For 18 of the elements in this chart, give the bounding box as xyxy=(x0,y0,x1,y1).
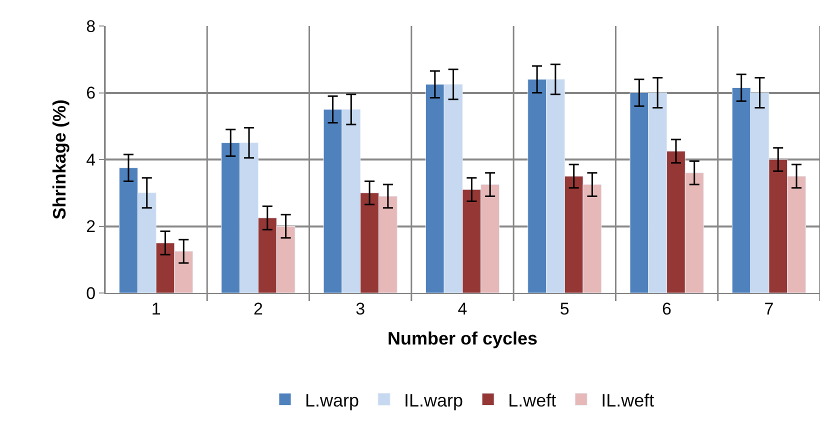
x-tick-label: 3 xyxy=(356,299,366,318)
x-tick-label: 5 xyxy=(560,299,570,318)
y-tick-label: 6 xyxy=(86,84,96,103)
legend-label: IL.warp xyxy=(404,390,464,410)
y-axis-title: Shrinkage (%) xyxy=(49,99,70,220)
y-tick-label: 2 xyxy=(86,217,96,236)
x-tick-label: 1 xyxy=(151,299,161,318)
legend-label: IL.weft xyxy=(601,390,654,410)
y-tick-label: 4 xyxy=(86,150,96,170)
legend-label: L.weft xyxy=(508,390,556,410)
x-axis-title: Number of cycles xyxy=(387,328,538,348)
x-tick-label: 7 xyxy=(764,299,774,318)
legend-label: L.warp xyxy=(305,390,360,410)
x-tick-label: 4 xyxy=(458,299,468,318)
y-tick-label: 8 xyxy=(86,16,96,36)
x-tick-label: 6 xyxy=(662,299,672,318)
y-tick-label: 0 xyxy=(86,284,96,303)
x-tick-label: 2 xyxy=(253,299,263,318)
